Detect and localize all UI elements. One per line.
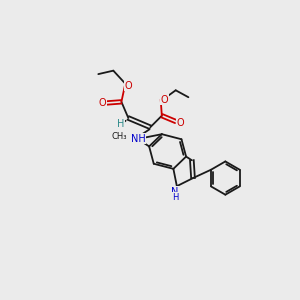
Text: H: H (172, 193, 178, 202)
Text: O: O (176, 118, 184, 128)
Text: H: H (117, 119, 124, 129)
Text: N: N (171, 187, 179, 197)
Text: CH₃: CH₃ (112, 132, 127, 141)
Text: O: O (161, 94, 168, 104)
Text: NH: NH (131, 134, 146, 144)
Text: O: O (125, 81, 133, 91)
Text: O: O (98, 98, 106, 108)
